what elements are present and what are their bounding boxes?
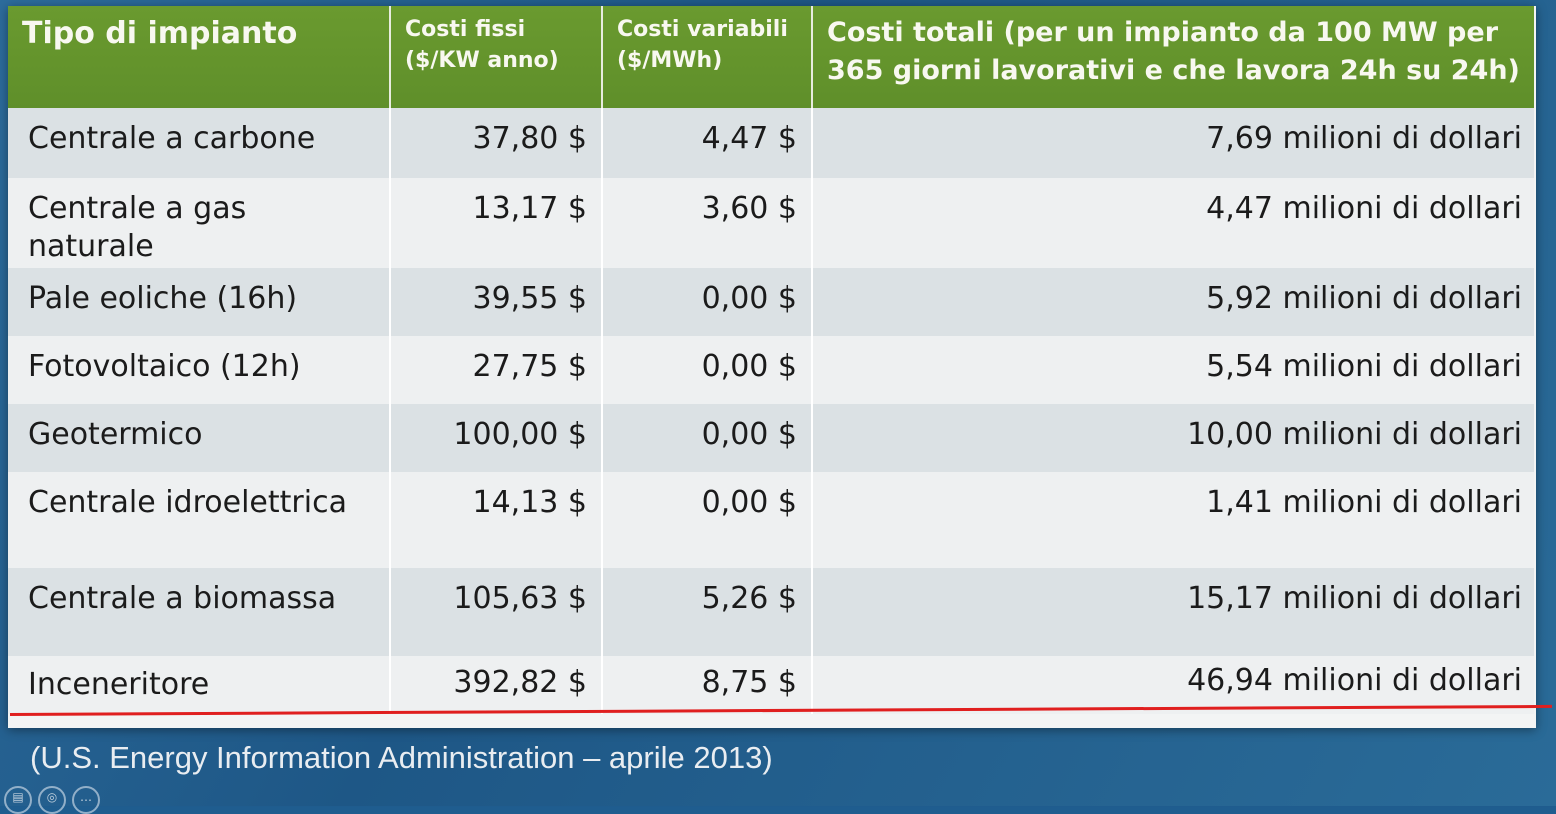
row-fixed-text: 37,80 $	[472, 121, 587, 156]
row-total: 10,00 milioni di dollari	[812, 404, 1534, 472]
row-total-text: 5,92 milioni di dollari	[1206, 281, 1522, 316]
row-fixed: 27,75 $	[390, 336, 603, 404]
menu-icon[interactable]: ▤	[4, 786, 32, 814]
row-fixed-text: 105,63 $	[453, 581, 587, 616]
row-name-text: Centrale a carbone	[28, 121, 316, 156]
row-total-text: 7,69 milioni di dollari	[1206, 121, 1522, 156]
row-name: Centrale a gas naturale	[8, 178, 391, 268]
row-variable-text: 5,26 $	[701, 581, 797, 616]
row-name-text: Fotovoltaico (12h)	[28, 349, 301, 384]
header-variable-costs-label: Costi variabili ($/MWh)	[617, 17, 788, 73]
row-fixed: 100,00 $	[390, 404, 603, 472]
row-variable: 0,00 $	[602, 404, 813, 472]
row-fixed: 392,82 $	[390, 656, 603, 714]
table-row: Fotovoltaico (12h) 27,75 $ 0,00 $ 5,54 m…	[8, 336, 1534, 404]
row-fixed-text: 100,00 $	[453, 417, 587, 452]
row-name-text: Centrale a gas naturale	[28, 191, 247, 264]
row-name-text: Centrale idroelettrica	[28, 485, 347, 520]
header-variable-costs: Costi variabili ($/MWh)	[602, 6, 813, 108]
more-icon[interactable]: …	[72, 786, 100, 814]
row-total-text: 46,94 milioni di dollari	[1187, 663, 1522, 698]
row-name: Centrale a biomassa	[8, 568, 391, 656]
row-fixed-text: 14,13 $	[472, 485, 587, 520]
row-variable-text: 0,00 $	[701, 281, 797, 316]
row-fixed: 14,13 $	[390, 472, 603, 568]
row-variable: 0,00 $	[602, 336, 813, 404]
row-name: Fotovoltaico (12h)	[8, 336, 391, 404]
header-fixed-costs: Costi fissi ($/KW anno)	[390, 6, 603, 108]
row-variable-text: 8,75 $	[701, 665, 797, 700]
row-variable: 4,47 $	[602, 108, 813, 178]
row-name: Centrale a carbone	[8, 108, 391, 178]
table-row: Centrale a gas naturale 13,17 $ 3,60 $ 4…	[8, 178, 1534, 268]
table-row: Centrale a biomassa 105,63 $ 5,26 $ 15,1…	[8, 568, 1534, 656]
row-name-text: Inceneritore	[28, 667, 210, 702]
header-type: Tipo di impianto	[8, 6, 391, 108]
row-variable-text: 3,60 $	[701, 191, 797, 226]
row-fixed: 13,17 $	[390, 178, 603, 268]
row-variable: 3,60 $	[602, 178, 813, 268]
row-name: Centrale idroelettrica	[8, 472, 391, 568]
row-total: 5,92 milioni di dollari	[812, 268, 1534, 336]
row-name-text: Geotermico	[28, 417, 203, 452]
row-variable: 0,00 $	[602, 472, 813, 568]
row-fixed-text: 13,17 $	[472, 191, 587, 226]
row-total: 5,54 milioni di dollari	[812, 336, 1534, 404]
row-total: 7,69 milioni di dollari	[812, 108, 1534, 178]
row-total-text: 10,00 milioni di dollari	[1187, 417, 1522, 452]
row-total-text: 5,54 milioni di dollari	[1206, 349, 1522, 384]
row-name-text: Pale eoliche (16h)	[28, 281, 298, 316]
row-fixed-text: 27,75 $	[472, 349, 587, 384]
row-name: Inceneritore	[8, 656, 391, 714]
row-name: Pale eoliche (16h)	[8, 268, 391, 336]
row-fixed-text: 39,55 $	[472, 281, 587, 316]
row-name-text: Centrale a biomassa	[28, 581, 337, 616]
row-total: 1,41 milioni di dollari	[812, 472, 1534, 568]
table-row: Pale eoliche (16h) 39,55 $ 0,00 $ 5,92 m…	[8, 268, 1534, 336]
row-variable-text: 0,00 $	[701, 485, 797, 520]
row-fixed-text: 392,82 $	[453, 665, 587, 700]
row-total-text: 1,41 milioni di dollari	[1206, 485, 1522, 520]
row-variable-text: 4,47 $	[701, 121, 797, 156]
header-total-costs: Costi totali (per un impianto da 100 MW …	[812, 6, 1534, 108]
row-total: 15,17 milioni di dollari	[812, 568, 1534, 656]
row-total-text: 15,17 milioni di dollari	[1187, 581, 1522, 616]
row-fixed: 105,63 $	[390, 568, 603, 656]
row-variable: 8,75 $	[602, 656, 813, 714]
header-fixed-costs-label: Costi fissi ($/KW anno)	[405, 17, 559, 73]
row-fixed: 37,80 $	[390, 108, 603, 178]
row-total: 4,47 milioni di dollari	[812, 178, 1534, 268]
row-total-text: 4,47 milioni di dollari	[1206, 191, 1522, 226]
energy-cost-table: Tipo di impianto Costi fissi ($/KW anno)…	[8, 6, 1534, 714]
source-citation: (U.S. Energy Information Administration …	[30, 740, 773, 775]
table-row-highlighted: Inceneritore 392,82 $ 8,75 $ 46,94 milio…	[8, 656, 1534, 714]
row-fixed: 39,55 $	[390, 268, 603, 336]
row-total: 46,94 milioni di dollari	[812, 656, 1534, 714]
slide-controls: ▤ ◎ …	[4, 786, 100, 814]
row-variable-text: 0,00 $	[701, 349, 797, 384]
table-row: Geotermico 100,00 $ 0,00 $ 10,00 milioni…	[8, 404, 1534, 472]
zoom-icon[interactable]: ◎	[38, 786, 66, 814]
row-variable-text: 0,00 $	[701, 417, 797, 452]
table-header-row: Tipo di impianto Costi fissi ($/KW anno)…	[8, 6, 1534, 108]
row-variable: 0,00 $	[602, 268, 813, 336]
row-name: Geotermico	[8, 404, 391, 472]
table-row: Centrale idroelettrica 14,13 $ 0,00 $ 1,…	[8, 472, 1534, 568]
table-row: Centrale a carbone 37,80 $ 4,47 $ 7,69 m…	[8, 108, 1534, 178]
row-variable: 5,26 $	[602, 568, 813, 656]
